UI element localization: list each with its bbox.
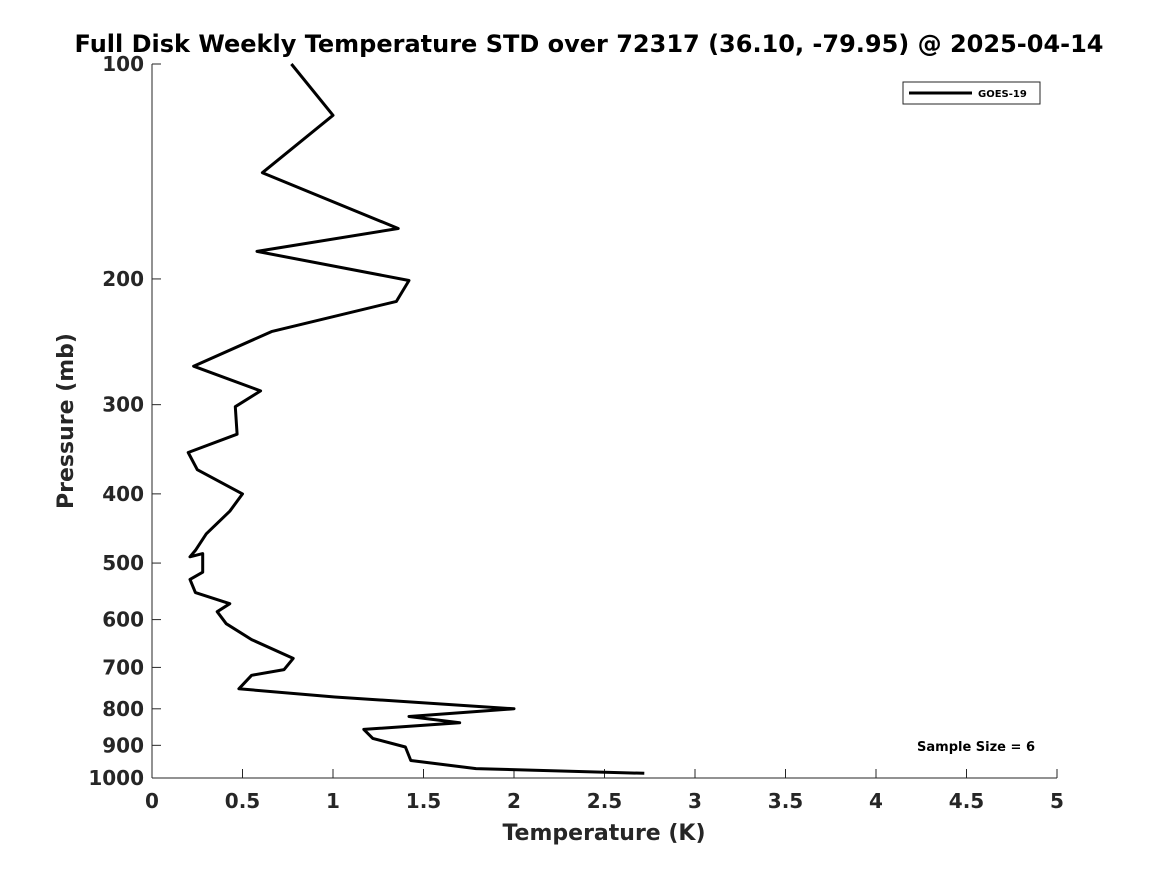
y-tick-label: 100	[102, 52, 144, 76]
x-tick-label: 1.5	[406, 789, 441, 813]
y-tick-label: 300	[102, 393, 144, 417]
y-tick-label: 1000	[88, 766, 144, 790]
legend-label-goes19: GOES-19	[978, 89, 1027, 100]
x-tick-label: 3	[688, 789, 702, 813]
x-axis-label: Temperature (K)	[502, 821, 705, 846]
series-group	[186, 63, 645, 775]
y-tick-label: 700	[102, 655, 144, 679]
x-ticks: 0 0.5 1 1.5 2 2.5 3 3.5 4 4.5 5	[145, 769, 1064, 813]
sample-size-annotation: Sample Size = 6	[917, 740, 1035, 755]
x-tick-label: 5	[1050, 789, 1064, 813]
y-tick-label: 200	[102, 267, 144, 291]
x-tick-label: 2	[507, 789, 521, 813]
chart-title: Full Disk Weekly Temperature STD over 72…	[75, 30, 1104, 58]
x-tick-label: 0	[145, 789, 159, 813]
y-tick-label: 900	[102, 733, 144, 757]
plot-area	[151, 64, 1057, 779]
x-tick-label: 4	[869, 789, 883, 813]
legend: GOES-19	[902, 81, 1041, 105]
y-tick-label: 400	[102, 482, 144, 506]
x-tick-label: 3.5	[768, 789, 803, 813]
x-tick-label: 1	[326, 789, 340, 813]
x-tick-label: 2.5	[587, 789, 622, 813]
y-tick-label: 500	[102, 551, 144, 575]
y-ticks: 100 200 300 400 500 600 700 800 900 1000	[88, 52, 161, 790]
x-tick-label: 0.5	[225, 789, 260, 813]
y-tick-label: 600	[102, 608, 144, 632]
x-tick-label: 4.5	[949, 789, 984, 813]
y-axis-label: Pressure (mb)	[54, 333, 79, 509]
series-line-goes19	[186, 63, 645, 775]
y-tick-label: 800	[102, 697, 144, 721]
